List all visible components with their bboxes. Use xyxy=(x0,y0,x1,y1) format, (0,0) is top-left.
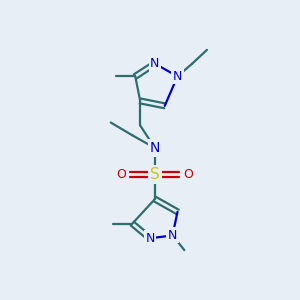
Text: N: N xyxy=(145,232,155,245)
Text: O: O xyxy=(183,168,193,181)
Text: S: S xyxy=(150,167,160,182)
Text: N: N xyxy=(168,229,177,242)
Text: O: O xyxy=(117,168,127,181)
Text: N: N xyxy=(173,70,182,83)
Text: N: N xyxy=(150,57,160,70)
Text: N: N xyxy=(150,141,160,155)
